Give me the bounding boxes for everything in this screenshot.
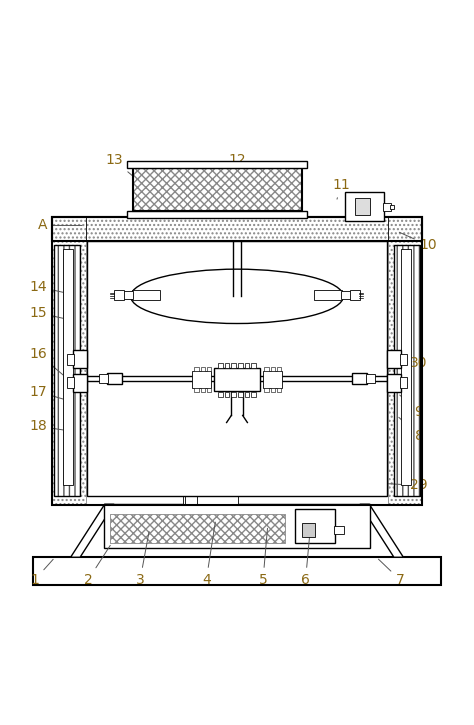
Bar	[132, 290, 160, 300]
Bar	[264, 389, 269, 392]
Bar	[201, 389, 205, 392]
Bar	[73, 374, 87, 392]
Text: 18: 18	[30, 419, 68, 434]
Bar	[52, 240, 86, 505]
Bar	[277, 367, 281, 370]
Text: 14: 14	[30, 280, 68, 294]
Bar	[218, 363, 223, 368]
Bar	[63, 249, 73, 485]
Bar	[128, 211, 307, 218]
Bar	[128, 161, 307, 167]
Bar	[387, 374, 401, 392]
Bar	[238, 363, 243, 368]
Bar	[207, 367, 211, 370]
Bar	[355, 198, 370, 215]
Bar	[182, 495, 238, 505]
Bar	[350, 290, 360, 300]
Bar	[87, 241, 387, 496]
Bar	[67, 354, 74, 365]
Bar	[314, 290, 342, 300]
Text: 17: 17	[30, 385, 68, 400]
Bar	[54, 245, 80, 496]
Bar	[54, 245, 80, 496]
Bar	[263, 370, 282, 389]
Bar	[73, 350, 87, 368]
Bar	[192, 370, 211, 389]
Ellipse shape	[131, 269, 343, 323]
Text: 1: 1	[30, 559, 53, 587]
Bar	[33, 558, 441, 584]
Bar	[104, 505, 370, 548]
Bar	[207, 389, 211, 392]
Text: 13: 13	[105, 153, 143, 184]
Bar	[133, 167, 302, 211]
Bar	[52, 217, 422, 505]
Text: 12: 12	[228, 153, 246, 175]
Bar	[251, 392, 256, 397]
Bar	[271, 367, 275, 370]
Bar	[123, 291, 133, 299]
Text: 11: 11	[332, 178, 350, 199]
Bar	[245, 363, 249, 368]
Bar	[345, 192, 383, 220]
Bar	[194, 367, 199, 370]
Bar	[194, 389, 199, 392]
Bar	[225, 392, 229, 397]
Bar	[251, 363, 256, 368]
Bar	[114, 290, 124, 300]
Bar	[383, 203, 391, 211]
Bar	[295, 509, 335, 543]
Bar	[107, 373, 122, 384]
Bar	[201, 367, 205, 370]
Bar	[341, 291, 351, 299]
Bar	[218, 392, 223, 397]
Bar	[67, 377, 74, 389]
Text: A: A	[37, 218, 82, 233]
Bar	[394, 245, 420, 496]
Text: 4: 4	[202, 522, 215, 587]
Polygon shape	[71, 505, 114, 558]
Text: 16: 16	[30, 347, 69, 380]
Text: 3: 3	[136, 531, 149, 587]
Bar	[214, 368, 260, 392]
Bar	[302, 523, 316, 537]
Bar	[394, 245, 420, 496]
Bar	[277, 389, 281, 392]
Bar	[238, 392, 243, 397]
Text: 9: 9	[400, 395, 423, 419]
Bar	[390, 204, 394, 210]
Bar	[400, 354, 407, 365]
Bar	[352, 373, 367, 384]
Text: 29: 29	[351, 478, 428, 492]
Text: 6: 6	[301, 531, 310, 587]
Bar	[271, 389, 275, 392]
Bar	[400, 377, 407, 389]
Text: 7: 7	[378, 559, 404, 587]
Text: 15: 15	[30, 306, 68, 320]
Bar	[185, 496, 197, 504]
Text: 10: 10	[399, 232, 437, 252]
Bar	[245, 392, 249, 397]
Text: 5: 5	[259, 529, 267, 587]
Bar	[264, 367, 269, 370]
Bar	[110, 514, 285, 543]
Bar	[52, 217, 422, 241]
Bar	[365, 374, 375, 383]
Bar	[334, 526, 344, 534]
Text: 8: 8	[399, 418, 423, 443]
Bar	[231, 363, 236, 368]
Bar	[133, 167, 302, 211]
Bar	[99, 374, 109, 383]
Text: 2: 2	[84, 545, 110, 587]
Bar	[387, 350, 401, 368]
Bar	[225, 363, 229, 368]
Polygon shape	[360, 505, 403, 558]
Bar	[52, 217, 422, 241]
Bar	[231, 392, 236, 397]
Bar	[388, 240, 422, 505]
Text: 30: 30	[401, 357, 428, 370]
Bar	[401, 249, 411, 485]
